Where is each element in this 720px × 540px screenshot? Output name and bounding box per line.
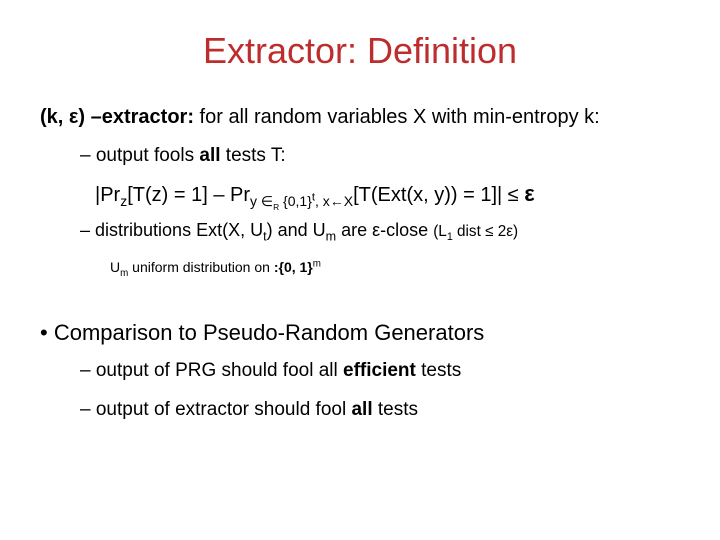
prg1-bold: efficient [343, 360, 416, 381]
umdef-um: Um [110, 259, 128, 275]
dash: – [80, 360, 96, 381]
dist-line: – distributions Ext(X, Ut) and Um are ε-… [80, 217, 680, 246]
prg2-bold: all [351, 399, 372, 420]
f-eps: ε [524, 181, 534, 206]
prg1-t2: tests [416, 360, 461, 381]
dist-ext: Ext(X, Ut) [196, 220, 273, 240]
sub1-bold: all [199, 145, 220, 166]
prg2-t2: tests [373, 399, 418, 420]
definition-line: (k, ε) –extractor: for all random variab… [40, 102, 680, 132]
dash: – [80, 399, 96, 420]
sub1-t2: tests T: [221, 145, 286, 166]
dist-t2: are ε-close [336, 220, 433, 240]
f-t3: [T(Ext(x, y)) = 1]| ≤ [353, 184, 524, 206]
sub1-t1: output fools [96, 145, 200, 166]
umdef-t1: uniform distribution on [128, 259, 274, 275]
dist-um: Um [313, 220, 337, 240]
dist-paren: (L1 dist ≤ 2ε) [433, 223, 518, 240]
slide-title: Extractor: Definition [40, 30, 680, 72]
prg2-t1: output of extractor should fool [96, 399, 352, 420]
umdef-set: :{0, 1}m [274, 259, 321, 275]
f-t2: [T(z) = 1] – Pr [127, 184, 250, 206]
prg-line-1: – output of PRG should fool all efficien… [80, 357, 680, 386]
def-prefix: (k, ε) –extractor: [40, 106, 194, 128]
comparison-text: Comparison to Pseudo-Random Generators [54, 320, 484, 345]
dash: – [80, 145, 96, 166]
dist-t1: distributions [95, 220, 196, 240]
prg1-t1: output of PRG should fool all [96, 360, 343, 381]
prg-line-2: – output of extractor should fool all te… [80, 396, 680, 425]
sub-fools: – output fools all tests T: [80, 142, 680, 171]
dash: – [80, 220, 95, 240]
formula: |Prz[T(z) = 1] – Pry ∈R {0,1}t, x←X[T(Ex… [95, 181, 680, 212]
um-def: Um uniform distribution on :{0, 1}m [110, 257, 680, 281]
dist-and: and [273, 220, 313, 240]
f-t1: |Pr [95, 184, 120, 206]
bullet: • [40, 320, 54, 345]
def-rest: for all random variables X with min-entr… [194, 106, 600, 128]
comparison-bullet: • Comparison to Pseudo-Random Generators [40, 316, 680, 349]
f-s2: y ∈R {0,1}t, x←X [250, 193, 353, 209]
